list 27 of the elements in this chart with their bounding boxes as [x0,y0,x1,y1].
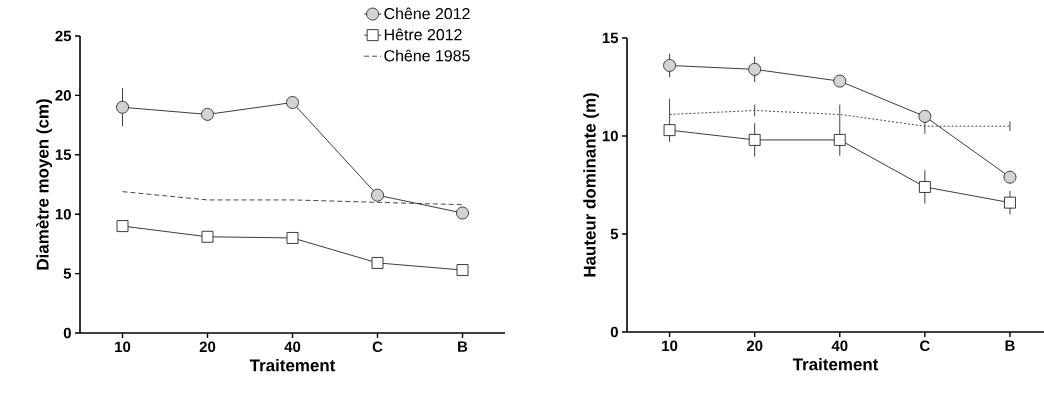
x-tick-label: 40 [831,340,848,352]
x-tick-label: B [1005,340,1015,351]
y-tick-label: 10 [55,208,71,220]
y-axis-title: Diamètre moyen (cm) [36,99,53,270]
y-tick-label: 25 [55,30,72,42]
legend-label: Hêtre 2012 [384,28,462,41]
x-tick-label: C [920,340,930,352]
x-tick-label: 20 [746,340,763,352]
x-tick-label: 10 [115,341,131,353]
y-tick-label: 15 [602,32,619,44]
y-axis-title: Hauteur dominante (m) [583,93,600,277]
y-tick-label: 20 [55,90,71,101]
x-axis-title: Traitement [792,357,879,371]
y-tick-label: 10 [602,130,618,142]
legend-label: Chêne 1985 [384,49,470,62]
y-tick-label: 15 [55,149,72,161]
y-tick-label: 5 [63,268,72,279]
x-tick-label: 10 [662,340,678,352]
x-tick-label: 20 [199,341,216,353]
y-tick-label: 5 [610,228,619,240]
y-tick-label: 0 [63,327,71,339]
x-axis-title: Traitement [249,358,336,372]
legend-label: Chêne 2012 [384,7,470,20]
x-tick-label: C [372,341,383,353]
x-tick-label: B [458,341,468,352]
x-tick-label: 40 [284,341,301,353]
y-tick-label: 0 [610,326,618,338]
